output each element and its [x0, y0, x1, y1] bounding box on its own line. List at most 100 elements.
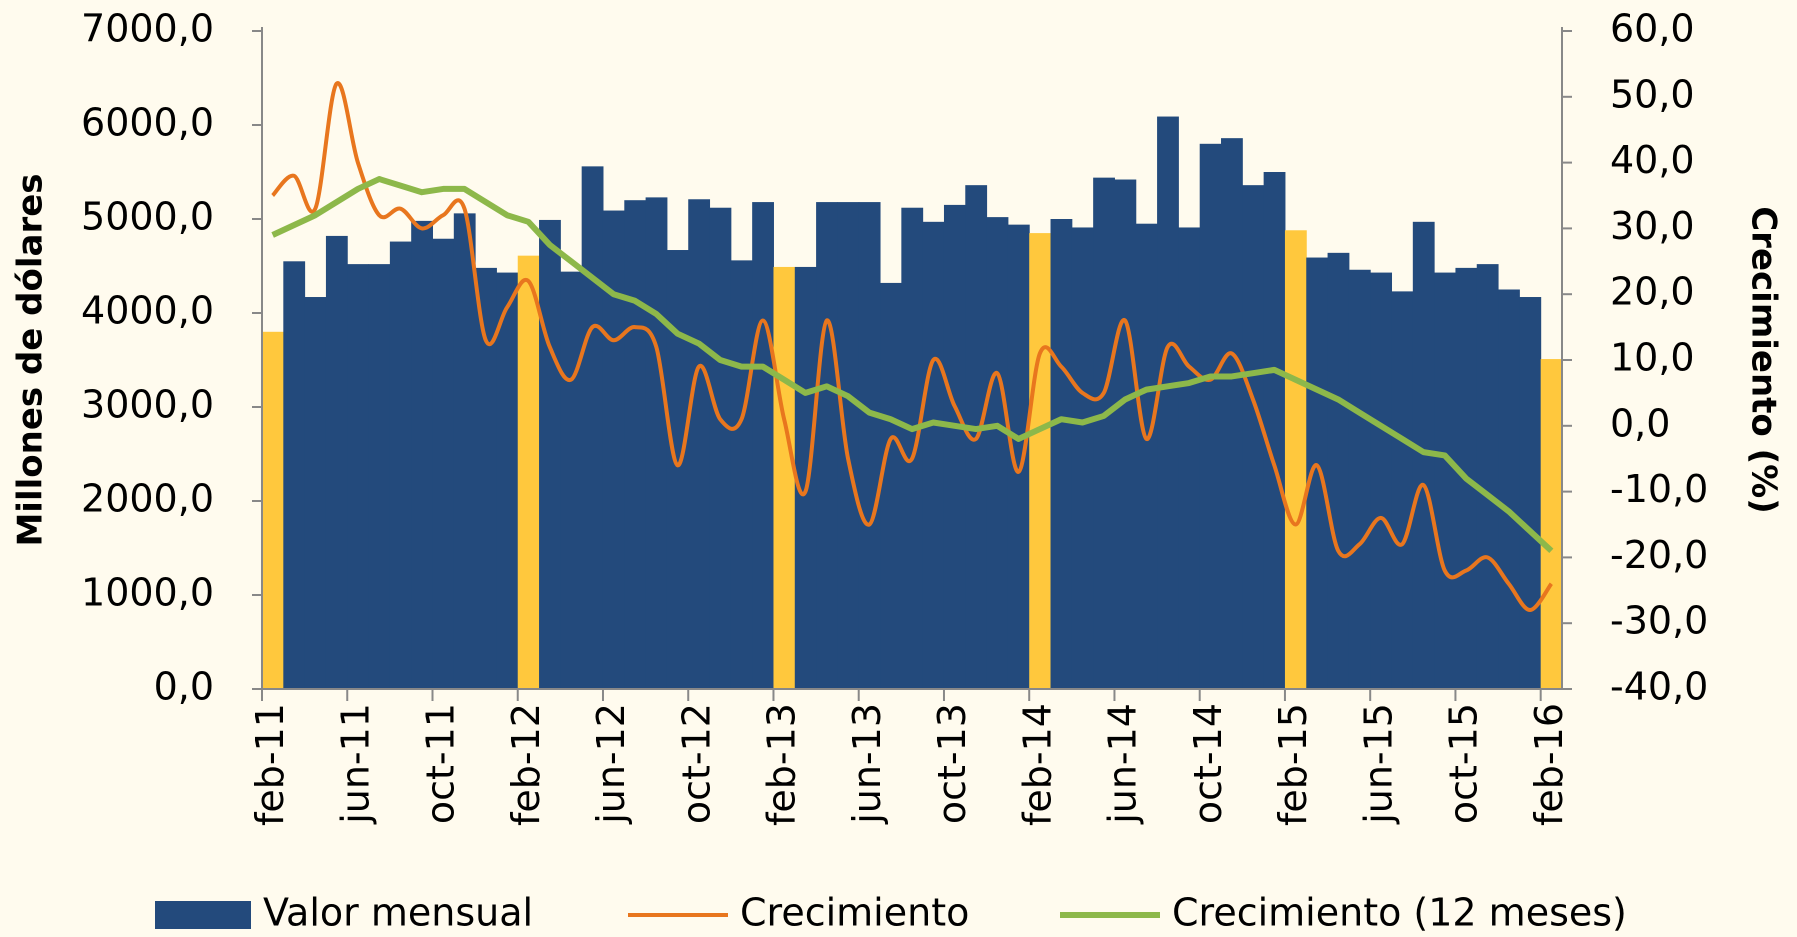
bar: [837, 202, 860, 689]
bar: [347, 264, 370, 689]
bar: [645, 197, 668, 689]
bar: [1114, 179, 1137, 689]
x-tick-label: feb-13: [760, 703, 804, 826]
bar: [730, 260, 753, 689]
y2-tick-label: -10,0: [1610, 467, 1708, 511]
y-tick-label: 6000,0: [81, 101, 214, 145]
y2-tick-label: 10,0: [1610, 336, 1695, 380]
bar: [1370, 272, 1393, 689]
bar: [1071, 227, 1094, 689]
bar: [496, 272, 519, 689]
bar: [709, 207, 732, 689]
legend-label: Crecimiento (12 meses): [1172, 891, 1627, 935]
x-tick-label: feb-12: [504, 703, 548, 826]
bar: [816, 202, 838, 689]
y-tick-label: 7000,0: [81, 7, 214, 51]
y2-tick-label: 60,0: [1610, 7, 1695, 51]
bar: [325, 235, 348, 690]
y-tick-label: 3000,0: [81, 383, 214, 427]
bar: [1327, 252, 1350, 689]
x-tick-label: jun-15: [1356, 703, 1400, 825]
y-tick-label: 0,0: [154, 665, 214, 709]
y2-axis-title: Crecimiento (%): [1744, 206, 1784, 514]
bar: [1412, 221, 1435, 689]
line: [271, 176, 1554, 554]
bar: [858, 202, 881, 689]
bar: [986, 217, 1009, 689]
bar: [1348, 269, 1371, 689]
bar: [1391, 291, 1414, 689]
bar: [1540, 359, 1563, 689]
y2-tick-label: 0,0: [1610, 401, 1670, 445]
y-axis-title: Millones de dólares: [11, 173, 51, 546]
bar: [1434, 272, 1456, 689]
x-tick-label: feb-11: [248, 703, 292, 826]
bar: [624, 200, 647, 689]
y2-tick-label: -30,0: [1610, 599, 1708, 643]
line: [271, 81, 1553, 613]
bar: [475, 267, 497, 689]
bar: [581, 166, 604, 690]
bar: [453, 213, 476, 690]
bar: [1178, 227, 1201, 689]
bar: [752, 202, 774, 689]
x-tick-label: feb-15: [1271, 703, 1315, 826]
x-tick-label: oct-15: [1442, 703, 1486, 824]
bar: [922, 221, 945, 689]
bar: [539, 219, 561, 689]
bar: [794, 266, 817, 689]
x-tick-label: feb-16: [1527, 703, 1571, 826]
bar: [432, 238, 455, 690]
bar: [943, 204, 966, 689]
x-tick-label: oct-14: [1186, 703, 1230, 824]
bar: [560, 271, 583, 689]
bar: [1029, 233, 1052, 689]
bar: [304, 297, 327, 689]
bar: [773, 266, 796, 689]
bar: [602, 210, 625, 690]
bar: [517, 255, 540, 689]
bar: [1476, 264, 1499, 689]
bar: [283, 261, 306, 689]
legend-label: Crecimiento: [740, 891, 969, 935]
bar: [1284, 230, 1307, 689]
bar: [1093, 177, 1115, 689]
bar: [1007, 224, 1030, 689]
bar: [688, 199, 711, 689]
y-tick-label: 5000,0: [81, 195, 214, 239]
y-tick-label: 4000,0: [81, 289, 214, 333]
bar: [1199, 143, 1222, 690]
y2-tick-label: 30,0: [1610, 204, 1695, 248]
bar: [1221, 138, 1243, 689]
x-tick-label: jun-14: [1101, 703, 1145, 825]
legend-swatch: [155, 901, 251, 929]
bar: [1263, 172, 1286, 689]
legend-label: Valor mensual: [263, 891, 533, 935]
y2-tick-label: -20,0: [1610, 533, 1708, 577]
x-tick-label: oct-12: [674, 703, 718, 824]
bar: [411, 220, 433, 689]
x-tick-label: oct-11: [419, 703, 463, 824]
x-tick-label: jun-11: [333, 703, 377, 825]
y2-tick-label: -40,0: [1610, 665, 1708, 709]
bar: [1242, 185, 1265, 689]
bar: [901, 207, 924, 689]
y2-tick-label: 20,0: [1610, 270, 1695, 314]
y-tick-label: 2000,0: [81, 477, 214, 521]
bar: [1135, 223, 1158, 689]
y-tick-label: 1000,0: [81, 571, 214, 615]
bar: [880, 282, 902, 689]
x-tick-label: jun-12: [589, 703, 633, 825]
bar: [262, 331, 284, 689]
bar: [666, 250, 689, 689]
x-tick-label: oct-13: [930, 703, 974, 824]
bar: [1306, 257, 1329, 689]
bar: [1498, 289, 1520, 689]
bar: [1157, 116, 1179, 690]
y2-tick-label: 50,0: [1610, 72, 1695, 116]
bar: [1050, 219, 1073, 689]
y2-tick-label: 40,0: [1610, 138, 1695, 182]
x-tick-label: feb-14: [1015, 703, 1059, 826]
bar: [368, 264, 391, 689]
